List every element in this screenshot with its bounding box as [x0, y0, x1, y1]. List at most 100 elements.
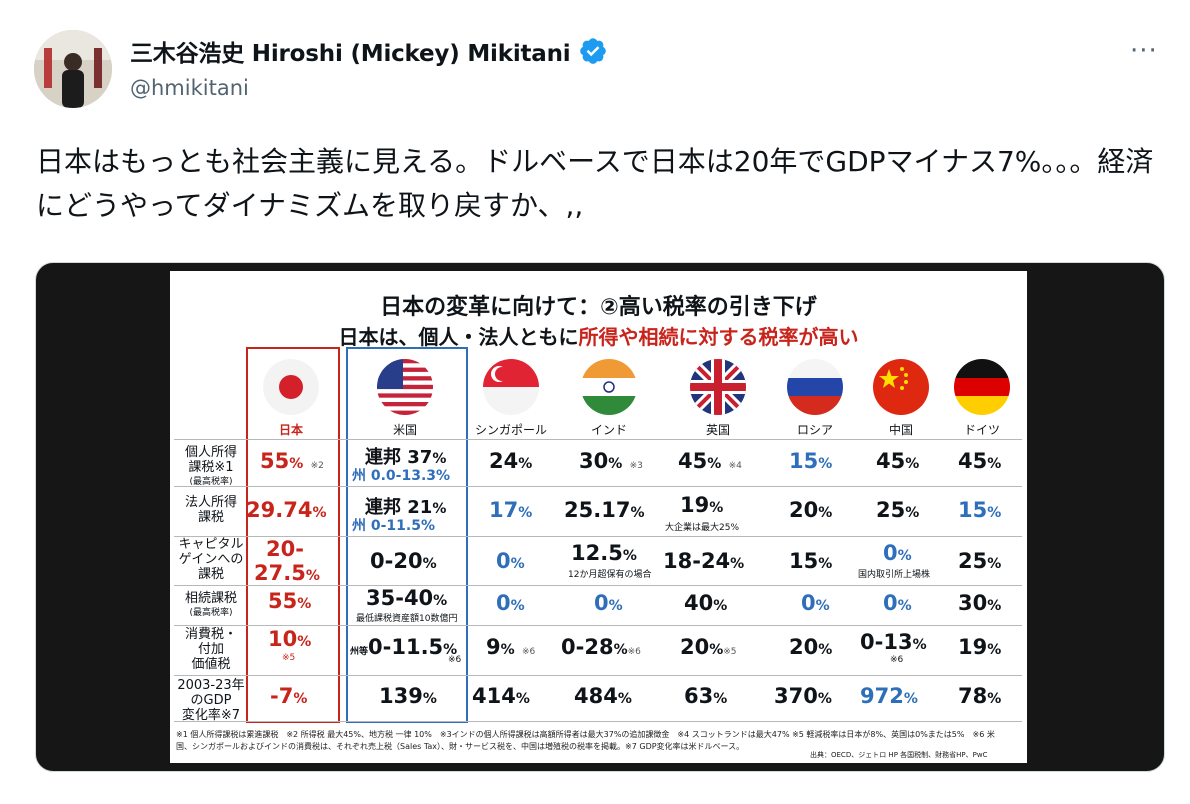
country-japan: 日本	[278, 423, 303, 437]
display-name[interactable]: 三木谷浩史 Hiroshi (Mickey) Mikitani	[130, 41, 571, 67]
cell-r6-us: 139%	[379, 684, 437, 708]
cell-r6-singapore: 414%	[472, 684, 530, 708]
cell-r4-uk: 40%	[684, 591, 728, 615]
row-divider	[174, 536, 1022, 537]
cell-r5-us: 州等0-11.5%	[350, 635, 458, 659]
row-divider	[174, 585, 1022, 586]
cell-r5-india: 0-28%※6	[561, 635, 641, 659]
cell-r2-india: 25.17%	[564, 498, 645, 522]
row-divider	[174, 439, 1022, 440]
flag-china-icon	[873, 359, 929, 415]
author-row: 三木谷浩史 Hiroshi (Mickey) Mikitani	[130, 34, 608, 68]
row-label-consumption: 消費税・ 付加 価値税	[184, 627, 237, 672]
row-divider	[174, 721, 1022, 722]
country-russia: ロシア	[796, 423, 833, 437]
flag-us-icon	[377, 359, 433, 415]
tweet-text: 日本はもっとも社会主義に見える。ドルベースで日本は20年でGDPマイナス7%。。…	[36, 145, 1154, 222]
cell-r1-us-state: 州 0.0-13.3%	[352, 468, 451, 484]
cell-r1-india: 30% ※3	[579, 449, 643, 473]
more-options-icon[interactable]: ···	[1130, 36, 1158, 66]
row-label-corporate-income: 法人所得 課税	[184, 495, 237, 525]
cell-r1-china: 45%	[876, 449, 920, 473]
cell-r1-japan: 55% ※2	[260, 449, 324, 473]
cell-r2-us-state: 州 0-11.5%	[352, 518, 435, 534]
cell-r5-uk: 20%※5	[680, 635, 737, 659]
cell-r2-china: 25%	[876, 498, 920, 522]
avatar[interactable]	[34, 30, 112, 108]
cell-r3-china: 0%	[883, 541, 912, 565]
flag-japan-icon	[263, 359, 319, 415]
cell-r3-india-note: 12か月超保有の場合	[568, 570, 652, 580]
cell-r4-india: 0%	[594, 591, 623, 615]
cell-r5-japan-note: ※5	[282, 653, 296, 663]
country-china: 中国	[888, 423, 913, 437]
footnote: ※1 個人所得課税は累進課税 ※2 所得税 最大45%、地方税 一律 10% ※…	[176, 730, 995, 751]
cell-r5-us-note: ※6	[448, 655, 462, 665]
cell-r1-germany: 45%	[958, 449, 1002, 473]
cell-r1-singapore: 24%	[489, 449, 533, 473]
slide-title: 日本の変革に向けて：②高い税率の引き下げ	[380, 295, 817, 320]
flag-germany-icon	[954, 359, 1010, 415]
row-divider	[174, 675, 1022, 676]
slide-subtitle: 日本は、個人・法人ともに所得や相続に対する税率が高い	[338, 325, 859, 349]
cell-r2-germany: 15%	[958, 498, 1002, 522]
cell-r2-uk-note: 大企業は最大25%	[665, 523, 740, 533]
cell-r3-japan-line1: 20-	[266, 537, 304, 561]
row-label-capital-gains: キャピタル ゲインへの 課税	[178, 537, 244, 582]
slide: 日本の変革に向けて：②高い税率の引き下げ 日本は、個人・法人ともに所得や相続に対…	[170, 271, 1027, 763]
cell-r5-russia: 20%	[789, 635, 833, 659]
flag-singapore-icon	[483, 359, 539, 415]
cell-r5-china: 0-13%	[860, 630, 927, 654]
cell-r4-us-note: 最低課税資産額10数億円	[356, 614, 458, 624]
cell-r3-us: 0-20%	[370, 549, 437, 573]
row-divider	[174, 486, 1022, 487]
country-singapore: シンガポール	[474, 423, 547, 437]
row-divider	[174, 625, 1022, 626]
cell-r6-germany: 78%	[958, 684, 1002, 708]
cell-r1-russia: 15%	[789, 449, 833, 473]
cell-r2-japan: 29.74%	[246, 498, 327, 522]
cell-r2-us: 連邦 21%	[365, 497, 447, 518]
cell-r2-russia: 20%	[789, 498, 833, 522]
cell-r3-india: 12.5%	[571, 541, 637, 565]
cell-r4-germany: 30%	[958, 591, 1002, 615]
cell-r6-russia: 370%	[774, 684, 832, 708]
cell-r3-china-note: 国内取引所上場株	[858, 570, 931, 580]
cell-r1-us: 連邦 37%	[365, 447, 447, 468]
cell-r2-singapore: 17%	[489, 498, 533, 522]
row-label-gdp-change: 2003-23年 のGDP 変化率※7	[177, 678, 245, 723]
cell-r6-japan: -7%	[270, 684, 308, 708]
cell-r3-russia: 15%	[789, 549, 833, 573]
cell-r4-china: 0%	[883, 591, 912, 615]
country-us: 米国	[392, 423, 417, 437]
country-germany: ドイツ	[963, 423, 1000, 437]
cell-r4-japan: 55%	[268, 589, 312, 613]
verified-badge-icon	[580, 38, 607, 64]
cell-r3-japan-line2: 27.5%	[254, 561, 320, 585]
cell-r4-russia: 0%	[801, 591, 830, 615]
cell-r3-singapore: 0%	[496, 549, 525, 573]
cell-r3-uk: 18-24%	[663, 549, 745, 573]
cell-r1-uk: 45% ※4	[678, 449, 742, 473]
cell-r5-japan: 10%	[268, 627, 312, 651]
flag-uk-icon	[690, 359, 746, 415]
country-india: インド	[590, 423, 627, 437]
cell-r2-uk: 19%	[680, 493, 724, 517]
cell-r5-germany: 19%	[958, 635, 1002, 659]
country-uk: 英国	[705, 423, 730, 437]
us-column-box	[346, 347, 468, 723]
cell-r6-china: 972%	[860, 684, 918, 708]
flag-russia-icon	[787, 359, 843, 415]
handle[interactable]: @hmikitani	[130, 76, 249, 100]
japan-column-box	[246, 347, 340, 723]
cell-r6-india: 484%	[574, 684, 632, 708]
row-label-inheritance: 相続課税 (最高税率)	[184, 591, 237, 618]
cell-r4-us: 35-40%	[366, 586, 448, 610]
cell-r3-germany: 25%	[958, 549, 1002, 573]
cell-r5-singapore: 9% ※6	[486, 635, 536, 659]
tweet-media-image[interactable]: 日本の変革に向けて：②高い税率の引き下げ 日本は、個人・法人ともに所得や相続に対…	[35, 262, 1165, 772]
source-note: 出典：OECD、ジェトロ HP 各国税制、財務省HP、PwC	[810, 751, 988, 759]
cell-r6-uk: 63%	[684, 684, 728, 708]
row-label-personal-income: 個人所得 課税※1 (最高税率)	[184, 445, 237, 487]
cell-r5-china-note: ※6	[890, 655, 904, 665]
